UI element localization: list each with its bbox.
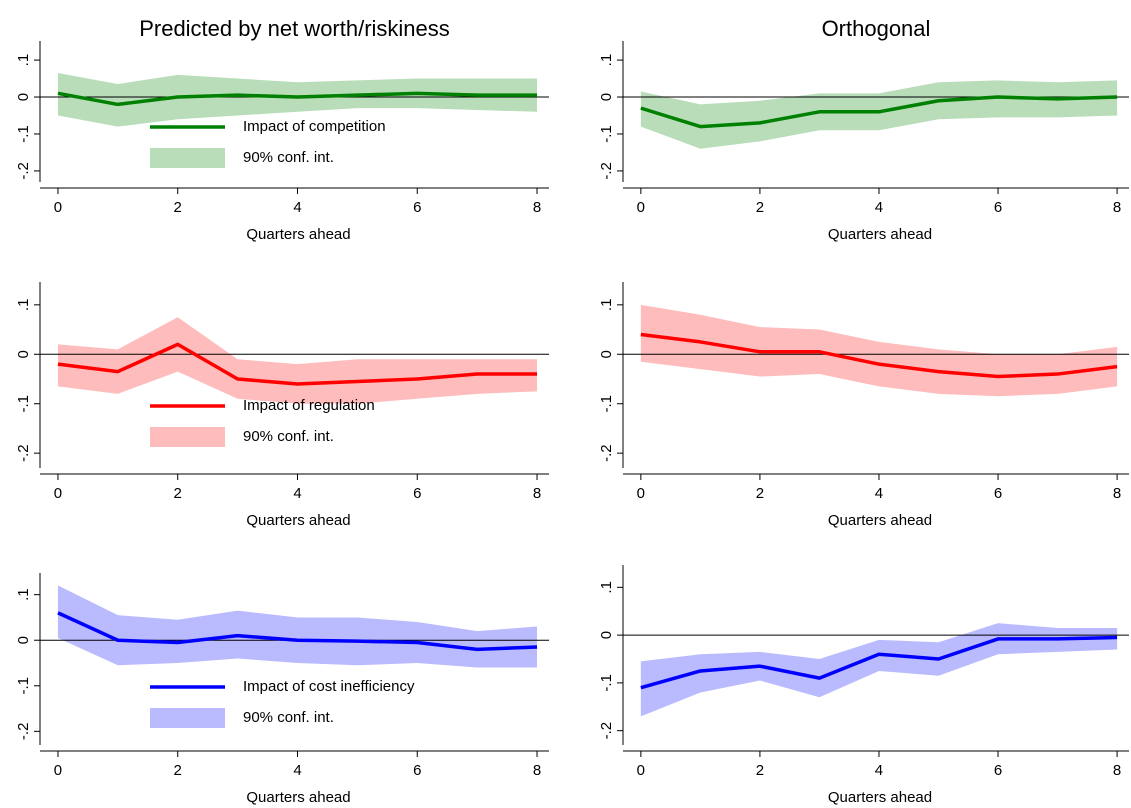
y-tick-label: -.2 (598, 162, 615, 180)
confidence-band (640, 304, 1118, 397)
x-tick-label: 8 (1113, 762, 1121, 779)
legend-label: 90% conf. int. (243, 709, 334, 726)
x-axis-label: Quarters ahead (828, 789, 932, 806)
y-tick-label: 0 (15, 350, 32, 358)
confidence-band (640, 80, 1118, 149)
x-tick-label: 6 (413, 199, 421, 216)
x-tick-label: 0 (637, 485, 645, 502)
line (57, 342, 538, 386)
y-tick-label: -.1 (598, 125, 615, 143)
y-tick-label: 0 (598, 350, 615, 358)
x-tick-label: 0 (54, 199, 62, 216)
y-tick-label: 0 (598, 631, 615, 639)
confidence-band (640, 623, 1118, 717)
line (57, 91, 538, 107)
y-tick-label: -.1 (598, 674, 615, 692)
x-tick-label: 2 (756, 762, 764, 779)
confidence-band (57, 317, 538, 404)
x-tick-label: 8 (533, 199, 541, 216)
x-tick-label: 6 (994, 762, 1002, 779)
x-tick-label: 2 (174, 485, 182, 502)
x-tick-label: 6 (413, 762, 421, 779)
chart-title: Orthogonal (822, 16, 931, 41)
y-tick-label: -.1 (15, 395, 32, 413)
y-tick-label: 0 (15, 636, 32, 644)
x-tick-label: 6 (413, 485, 421, 502)
y-tick-label: -.2 (15, 444, 32, 462)
y-tick-label: -.2 (598, 722, 615, 740)
x-tick-label: 2 (756, 485, 764, 502)
y-tick-label: .1 (598, 54, 615, 67)
x-tick-label: 4 (293, 762, 301, 779)
x-tick-label: 0 (637, 762, 645, 779)
x-tick-label: 2 (756, 199, 764, 216)
y-tick-label: -.1 (15, 125, 32, 143)
x-tick-label: 4 (293, 485, 301, 502)
line (57, 611, 538, 652)
x-axis-label: Quarters ahead (246, 226, 350, 243)
x-axis-label: Quarters ahead (246, 789, 350, 806)
x-tick-label: 4 (875, 485, 883, 502)
y-tick-label: .1 (15, 588, 32, 601)
y-tick-label: -.1 (15, 677, 32, 695)
x-tick-label: 4 (293, 199, 301, 216)
x-axis-label: Quarters ahead (828, 226, 932, 243)
x-tick-label: 8 (533, 485, 541, 502)
x-tick-label: 8 (533, 762, 541, 779)
line (640, 332, 1118, 379)
x-tick-label: 0 (637, 199, 645, 216)
line (640, 635, 1118, 690)
line (640, 95, 1118, 129)
x-tick-label: 6 (994, 199, 1002, 216)
legend-label: Impact of regulation (243, 397, 375, 414)
x-tick-label: 2 (174, 762, 182, 779)
y-tick-label: -.2 (598, 444, 615, 462)
y-tick-label: 0 (15, 93, 32, 101)
y-tick-label: -.2 (15, 723, 32, 741)
x-tick-label: 4 (875, 199, 883, 216)
x-tick-label: 0 (54, 485, 62, 502)
legend-label: 90% conf. int. (243, 149, 334, 166)
legend-swatch (150, 708, 225, 728)
confidence-band (57, 585, 538, 668)
y-tick-label: .1 (15, 299, 32, 312)
y-tick-label: .1 (598, 299, 615, 312)
confidence-band (57, 73, 538, 127)
x-tick-label: 0 (54, 762, 62, 779)
y-tick-label: 0 (598, 93, 615, 101)
legend-swatch (150, 148, 225, 168)
chart-title: Predicted by net worth/riskiness (139, 16, 450, 41)
x-axis-label: Quarters ahead (246, 512, 350, 529)
legend-label: Impact of cost inefficiency (243, 678, 415, 695)
x-tick-label: 8 (1113, 199, 1121, 216)
legend-swatch (150, 427, 225, 447)
x-tick-label: 6 (994, 485, 1002, 502)
x-tick-label: 8 (1113, 485, 1121, 502)
x-tick-label: 4 (875, 762, 883, 779)
legend-label: 90% conf. int. (243, 428, 334, 445)
y-tick-label: .1 (15, 54, 32, 67)
y-tick-label: -.2 (15, 162, 32, 180)
y-tick-label: .1 (598, 581, 615, 594)
legend-label: Impact of competition (243, 118, 386, 135)
x-tick-label: 2 (174, 199, 182, 216)
x-axis-label: Quarters ahead (828, 512, 932, 529)
y-tick-label: -.1 (598, 395, 615, 413)
